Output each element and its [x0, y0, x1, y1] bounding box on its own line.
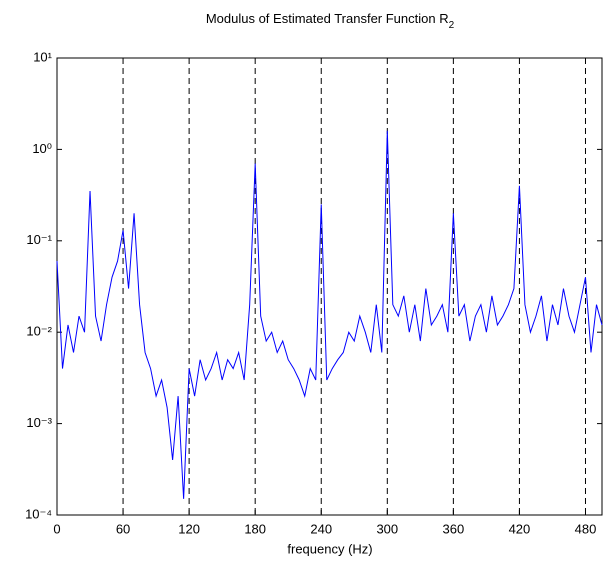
x-axis-label: frequency (Hz) [287, 541, 372, 556]
x-tick-label: 240 [310, 521, 332, 536]
y-tick-label: 10⁻² [26, 324, 52, 339]
data-line [56, 130, 603, 499]
y-tick-label: 10⁻⁴ [25, 506, 52, 521]
x-tick-label: 60 [116, 521, 130, 536]
x-tick-label: 420 [509, 521, 531, 536]
y-tick-label: 10¹ [33, 49, 52, 64]
x-tick-label: 480 [575, 521, 597, 536]
y-tick-label: 10⁻¹ [26, 232, 52, 247]
x-tick-label: 180 [244, 521, 266, 536]
title-subscript: 2 [449, 20, 455, 31]
title-text: Modulus of Estimated Transfer Function R [206, 11, 449, 26]
x-tick-label: 300 [376, 521, 398, 536]
x-tick-label: 120 [178, 521, 200, 536]
x-tick-label: 360 [443, 521, 465, 536]
x-tick-label: 0 [53, 521, 60, 536]
y-tick-label: 10⁰ [32, 141, 52, 156]
plot-frame [56, 57, 603, 516]
y-tick-label: 10⁻³ [26, 415, 52, 430]
chart-title: Modulus of Estimated Transfer Function R… [206, 11, 455, 30]
